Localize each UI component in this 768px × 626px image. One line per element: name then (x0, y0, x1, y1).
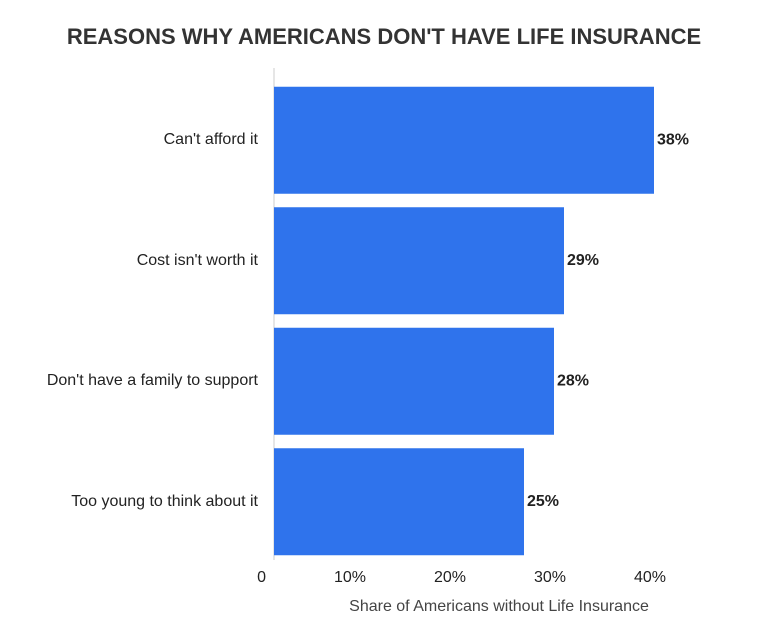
bar (274, 327, 554, 435)
y-tick-label: Can't afford it (163, 131, 258, 149)
bar (274, 448, 524, 556)
y-tick-label: Cost isn't worth it (136, 251, 258, 269)
bar (274, 207, 564, 315)
x-tick-label: 10% (334, 569, 366, 586)
x-tick-label: 30% (534, 569, 566, 586)
value-label: 25% (527, 493, 559, 510)
x-tick-label: 0 (257, 569, 266, 586)
value-label: 29% (567, 252, 599, 269)
chart-title: REASONS WHY AMERICANS DON'T HAVE LIFE IN… (67, 24, 701, 49)
x-tick-label: 20% (434, 569, 466, 586)
value-label: 38% (657, 131, 689, 148)
x-tick-label: 40% (634, 569, 666, 586)
x-axis-title: Share of Americans without Life Insuranc… (349, 598, 649, 615)
value-label: 28% (557, 372, 589, 389)
y-tick-label: Don't have a family to support (46, 372, 258, 390)
y-tick-label: Too young to think about it (71, 492, 258, 510)
bar (274, 86, 654, 194)
